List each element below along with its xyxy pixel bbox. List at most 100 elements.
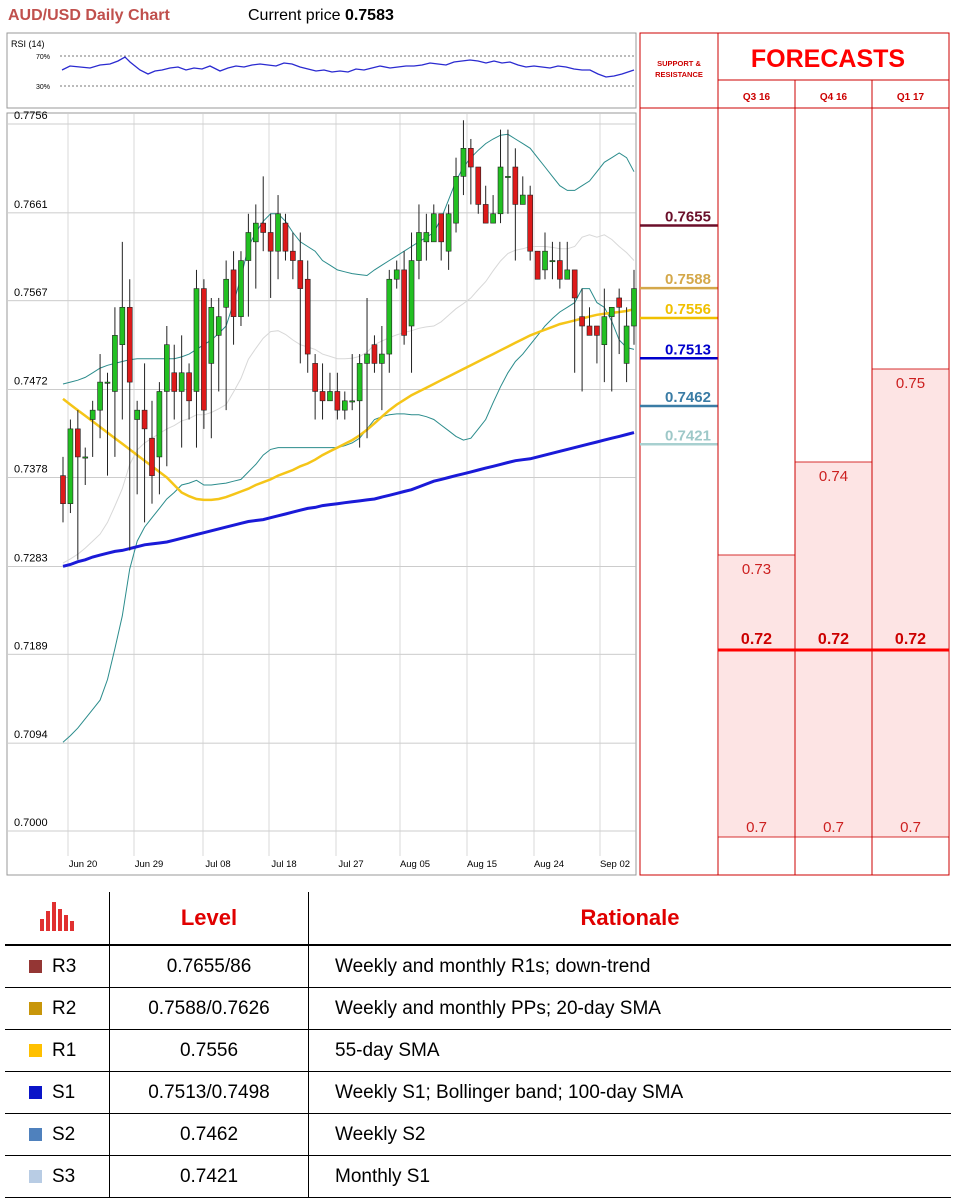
- candle-body: [490, 213, 496, 224]
- candle: [282, 213, 289, 261]
- forecast-bar: [871, 368, 950, 838]
- candle-body: [594, 325, 600, 336]
- candle: [601, 288, 608, 383]
- candle: [97, 354, 103, 439]
- table-header-row: Level Rationale: [5, 892, 951, 946]
- level-rationale: Weekly and monthly PPs; 20-day SMA: [308, 987, 951, 1030]
- table-row: S1 0.7513/0.7498 Weekly S1; Bollinger band…: [5, 1071, 951, 1114]
- candle: [171, 344, 178, 420]
- candle: [141, 363, 148, 523]
- candle-body: [282, 222, 289, 252]
- candle-body: [468, 148, 474, 168]
- bar-chart-icon: [40, 902, 74, 931]
- candle-body: [564, 269, 571, 280]
- candle: [178, 335, 185, 448]
- candle: [386, 269, 393, 373]
- x-tick-label: Jul 27: [338, 859, 363, 870]
- sr-level-label: 0.7655: [665, 208, 711, 225]
- candle: [75, 410, 81, 560]
- candle: [119, 241, 126, 420]
- candle-body: [557, 260, 563, 280]
- candle: [512, 148, 519, 261]
- candle: [571, 269, 578, 373]
- candle-body: [126, 306, 133, 383]
- y-axis-ticks: 0.7756 0.7661 0.7567 0.7472 0.7378 0.7283 0.71…: [14, 110, 48, 829]
- candle: [364, 297, 370, 439]
- candle-body: [527, 194, 533, 252]
- candle-body: [416, 232, 422, 261]
- candle-body: [631, 288, 637, 327]
- table-row: R2 0.7588/0.7626 Weekly and monthly PPs; 2…: [5, 987, 951, 1030]
- level-name: R1: [52, 1039, 77, 1061]
- bollinger-upper-line: [62, 133, 635, 385]
- candle-body: [349, 400, 356, 403]
- candle-body: [341, 400, 348, 411]
- candle: [408, 232, 415, 373]
- candle-body: [193, 288, 200, 392]
- y-tick-label: 0.7756: [14, 110, 48, 122]
- forecast-high-label: 0.73: [742, 561, 771, 578]
- candle-body: [549, 260, 556, 263]
- x-tick-label: Jun 20: [69, 859, 98, 870]
- candle-body: [260, 222, 267, 233]
- forecast-column-label: Q3 16: [743, 92, 771, 103]
- candle: [312, 354, 318, 420]
- candle-body: [253, 222, 259, 243]
- level-name: S2: [52, 1123, 76, 1145]
- sr-level-label: 0.7513: [665, 341, 711, 358]
- candle: [371, 335, 378, 373]
- y-tick-label: 0.7661: [14, 199, 48, 211]
- candle: [497, 129, 504, 224]
- candle: [542, 232, 548, 280]
- level-name-cell: S3: [5, 1155, 110, 1198]
- candle: [156, 382, 163, 495]
- candle-body: [364, 353, 370, 364]
- y-tick-label: 0.7094: [14, 729, 48, 741]
- candle: [460, 120, 467, 196]
- candle-body: [445, 213, 452, 252]
- candle-body: [89, 409, 96, 420]
- candle-body: [149, 437, 155, 476]
- candle: [297, 232, 304, 364]
- candle: [341, 391, 348, 420]
- level-value: 0.7513/0.7498: [109, 1071, 309, 1114]
- candle: [89, 400, 96, 457]
- candle-body: [223, 278, 229, 308]
- rsi-panel: RSI (14) 70% 30%: [6, 32, 637, 109]
- candle: [579, 288, 585, 392]
- y-tick-label: 0.7567: [14, 287, 48, 299]
- candle-body: [141, 409, 148, 430]
- candle-body: [119, 306, 126, 346]
- candlesticks: [60, 120, 637, 560]
- candle: [608, 306, 615, 392]
- x-tick-label: Aug 24: [534, 859, 564, 870]
- candle-body: [482, 204, 489, 224]
- level-name-cell: R3: [5, 945, 110, 988]
- table-row: S3 0.7421 Monthly S1: [5, 1155, 951, 1198]
- candle-body: [586, 325, 593, 336]
- levels-table: Level Rationale R3 0.7655/86 Weekly and mo…: [5, 892, 951, 1198]
- level-rationale: 55-day SMA: [308, 1029, 951, 1072]
- support-resistance-panel: SUPPORT & RESISTANCE 0.7655 0.7588 0.7556 0…: [639, 32, 719, 876]
- candle: [245, 213, 252, 317]
- candle-body: [497, 166, 504, 215]
- candle: [349, 354, 356, 411]
- table-header-icon-cell: [5, 892, 110, 946]
- forecast-high-label: 0.75: [896, 375, 925, 392]
- candle-body: [542, 250, 548, 271]
- current-price-label: Current price: [248, 7, 341, 24]
- level-rationale: Weekly S1; Bollinger band; 100-day SMA: [308, 1071, 951, 1114]
- y-tick-label: 0.7189: [14, 640, 48, 652]
- rsi-label: RSI (14): [11, 39, 45, 49]
- candle-body: [67, 428, 74, 504]
- candle: [445, 204, 452, 270]
- candle-body: [267, 232, 274, 252]
- candle-body: [215, 316, 222, 336]
- candle: [505, 129, 511, 214]
- candle: [201, 279, 207, 429]
- candle: [482, 185, 489, 224]
- candle: [319, 363, 326, 420]
- table-row: R1 0.7556 55-day SMA: [5, 1029, 951, 1072]
- candle: [260, 176, 267, 252]
- forecast-column-label: Q1 17: [897, 92, 925, 103]
